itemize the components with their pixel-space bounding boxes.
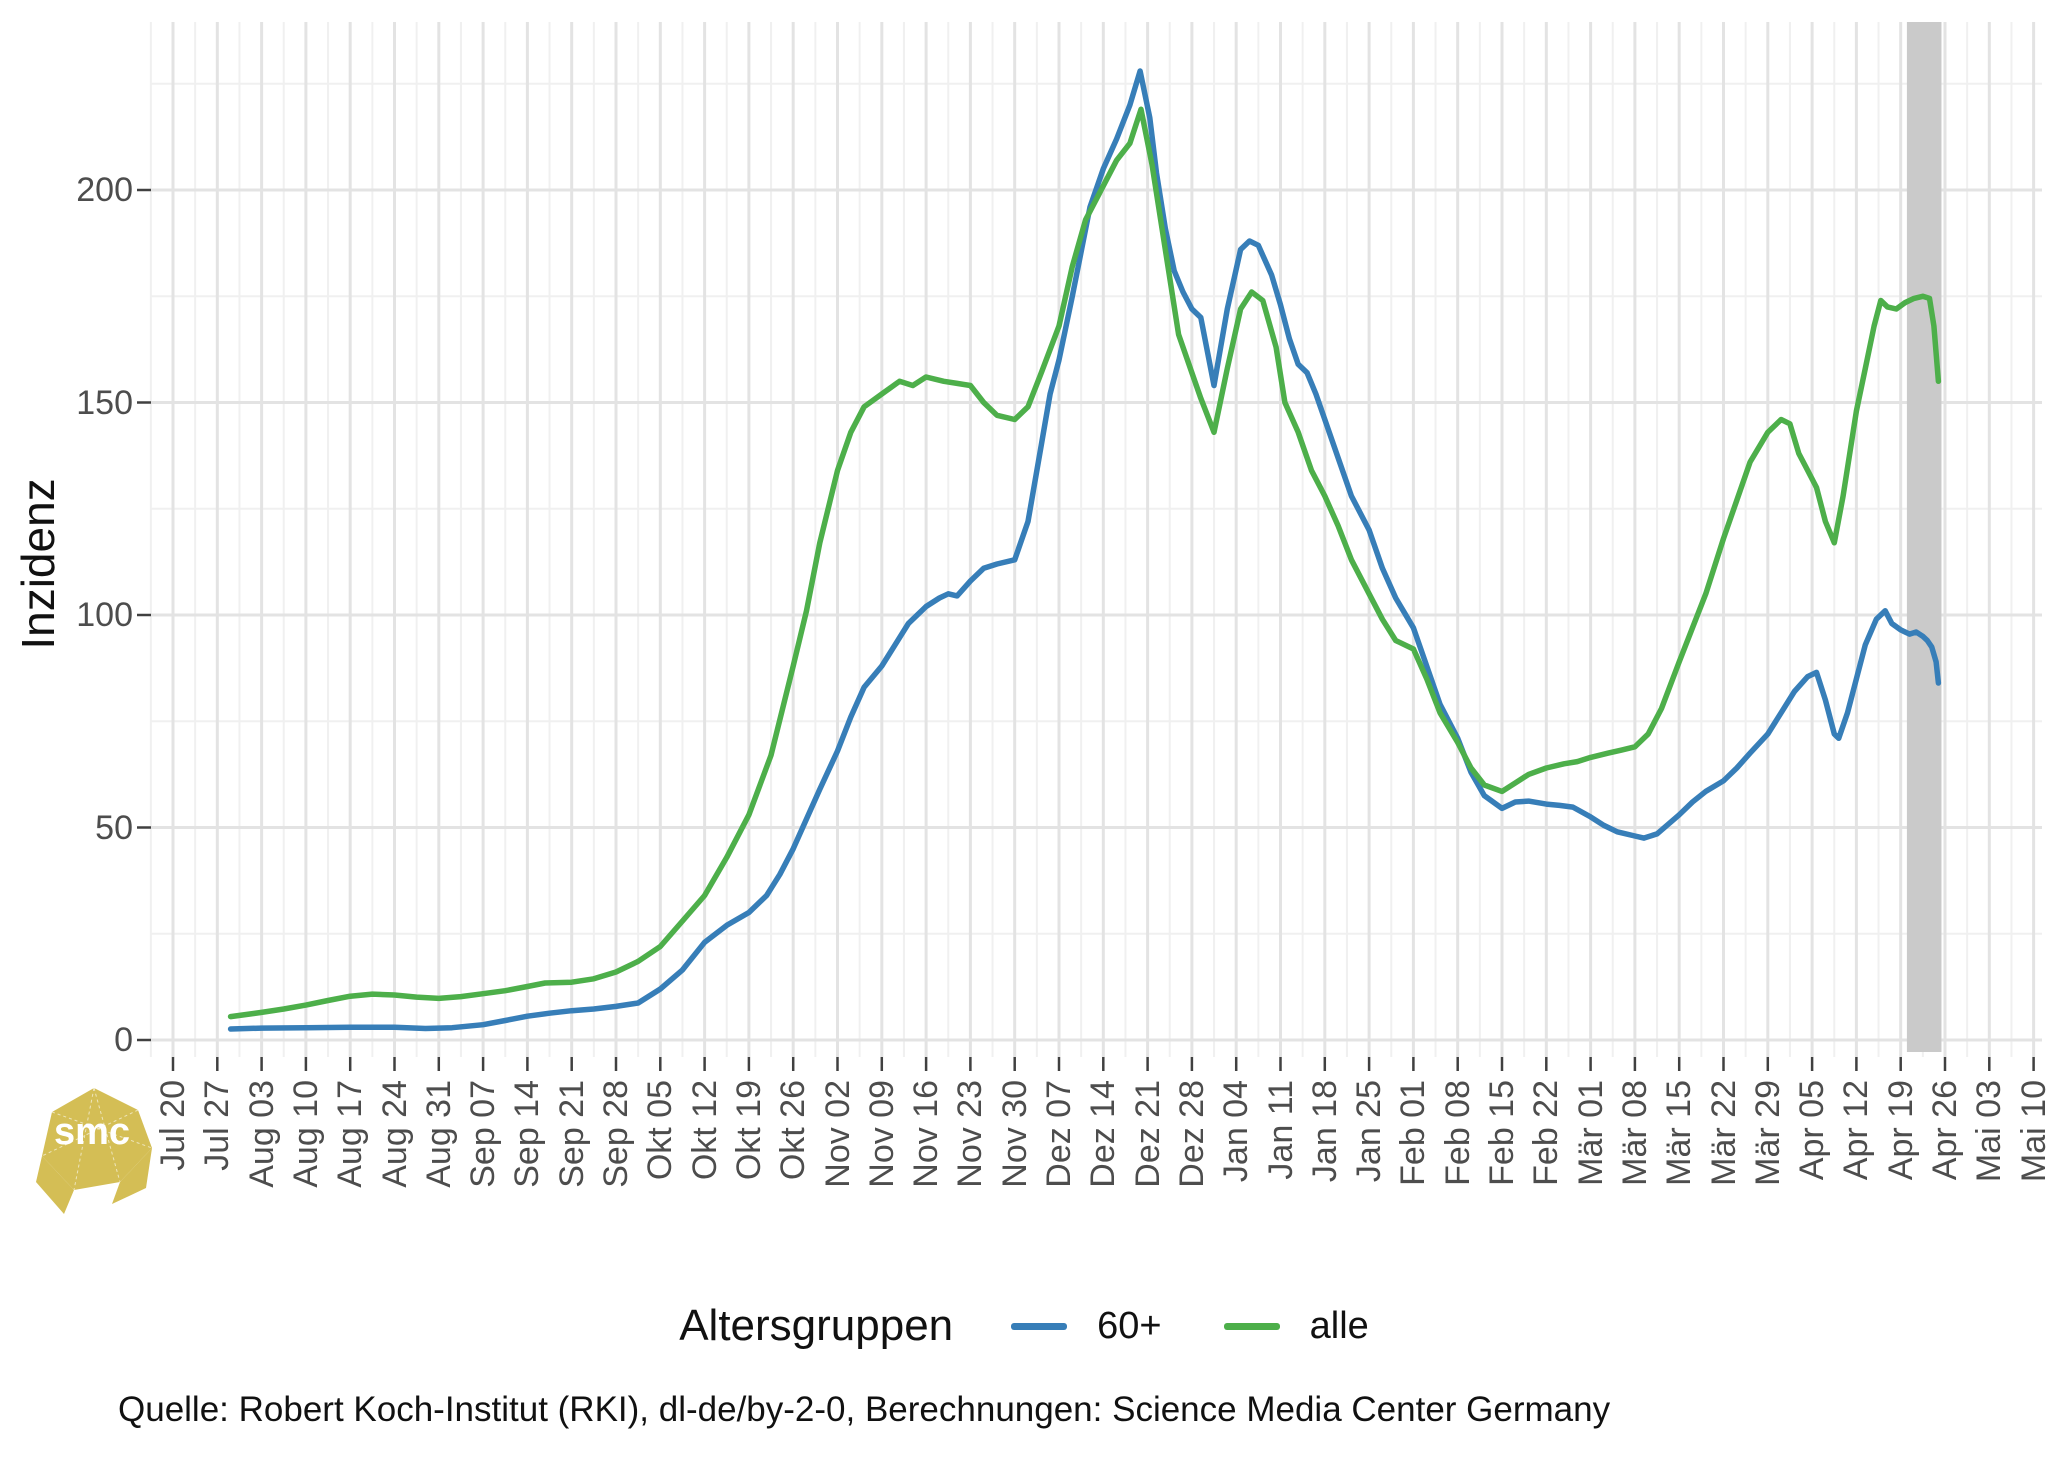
legend-item-60plus: 60+	[1011, 1304, 1162, 1348]
x-tick-label: Feb 01	[1394, 1080, 1433, 1186]
legend-item-alle: alle	[1223, 1304, 1369, 1348]
x-tick-label: Mär 01	[1571, 1080, 1610, 1186]
x-tick-label: Nov 02	[818, 1080, 857, 1188]
y-tick-label: 150	[76, 383, 133, 422]
x-tick-label: Feb 22	[1527, 1080, 1566, 1186]
x-tick-label: Feb 08	[1438, 1080, 1477, 1186]
x-tick-label: Feb 15	[1483, 1080, 1521, 1186]
line-swatch-alle-icon	[1223, 1322, 1280, 1330]
x-tick-label: Dez 07	[1040, 1080, 1078, 1188]
x-tick-label: Apr 26	[1926, 1080, 1964, 1181]
line-alle	[227, 106, 1942, 1020]
x-tick-label: Mai 03	[1970, 1080, 2009, 1183]
x-tick-label: Mär 22	[1704, 1080, 1743, 1186]
x-tick-label: Nov 30	[995, 1080, 1034, 1188]
x-tick-label: Apr 19	[1881, 1080, 1920, 1181]
svg-text:smc: smc	[54, 1111, 130, 1153]
x-tick-label: Jul 27	[198, 1080, 237, 1171]
legend-label-60plus: 60+	[1097, 1304, 1162, 1347]
x-tick-label: Dez 21	[1128, 1080, 1167, 1188]
legend: Altersgruppen 60+ alle	[0, 1298, 2048, 1354]
y-tick-label: 100	[76, 596, 133, 634]
line-60plus	[227, 68, 1942, 1032]
x-tick-label: Nov 09	[862, 1080, 901, 1188]
x-tick-label: Jan 04	[1217, 1080, 1256, 1183]
x-tick-label: Mai 10	[2014, 1080, 2048, 1183]
x-tick-label: Apr 05	[1793, 1080, 1832, 1181]
y-tick-label: 50	[95, 808, 133, 847]
x-tick-label: Jan 11	[1261, 1080, 1300, 1180]
y-tick-label: 200	[76, 171, 133, 209]
x-tick-label: Sep 07	[464, 1080, 503, 1188]
x-tick-label: Okt 26	[774, 1080, 813, 1181]
x-tick-label: Sep 28	[597, 1080, 635, 1188]
x-tick-label: Mär 29	[1748, 1080, 1787, 1186]
source-note: Quelle: Robert Koch-Institut (RKI), dl-d…	[118, 1390, 1611, 1429]
y-tick-label: 0	[114, 1021, 133, 1059]
x-tick-label: Sep 21	[552, 1080, 591, 1188]
x-tick-label: Aug 03	[242, 1080, 281, 1188]
x-tick-label: Aug 17	[331, 1080, 370, 1188]
y-axis-title: Inzidenz	[12, 478, 64, 650]
x-tick-label: Aug 24	[375, 1080, 414, 1188]
x-tick-label: Jul 20	[154, 1080, 192, 1171]
legend-label-alle: alle	[1309, 1304, 1369, 1347]
x-tick-label: Mär 15	[1660, 1080, 1699, 1186]
incomplete-data-band	[1906, 22, 1942, 1052]
smc-logo: smc	[36, 1087, 153, 1214]
x-tick-label: Nov 23	[951, 1080, 990, 1188]
x-tick-label: Apr 12	[1837, 1080, 1876, 1181]
x-tick-label: Aug 10	[286, 1080, 325, 1188]
x-tick-label: Dez 28	[1172, 1080, 1211, 1188]
x-tick-label: Jan 18	[1305, 1080, 1344, 1183]
x-tick-label: Jan 25	[1350, 1080, 1389, 1183]
x-tick-label: Nov 16	[907, 1080, 946, 1188]
line-swatch-60plus-icon	[1011, 1322, 1068, 1330]
x-tick-label: Dez 14	[1084, 1080, 1123, 1188]
x-tick-label: Mär 08	[1615, 1080, 1654, 1186]
legend-title: Altersgruppen	[679, 1301, 954, 1350]
x-tick-label: Okt 05	[641, 1080, 680, 1181]
x-tick-label: Sep 14	[508, 1080, 547, 1188]
x-tick-label: Aug 31	[419, 1080, 458, 1188]
x-tick-label: Okt 19	[729, 1080, 768, 1181]
x-tick-label: Okt 12	[685, 1080, 724, 1181]
